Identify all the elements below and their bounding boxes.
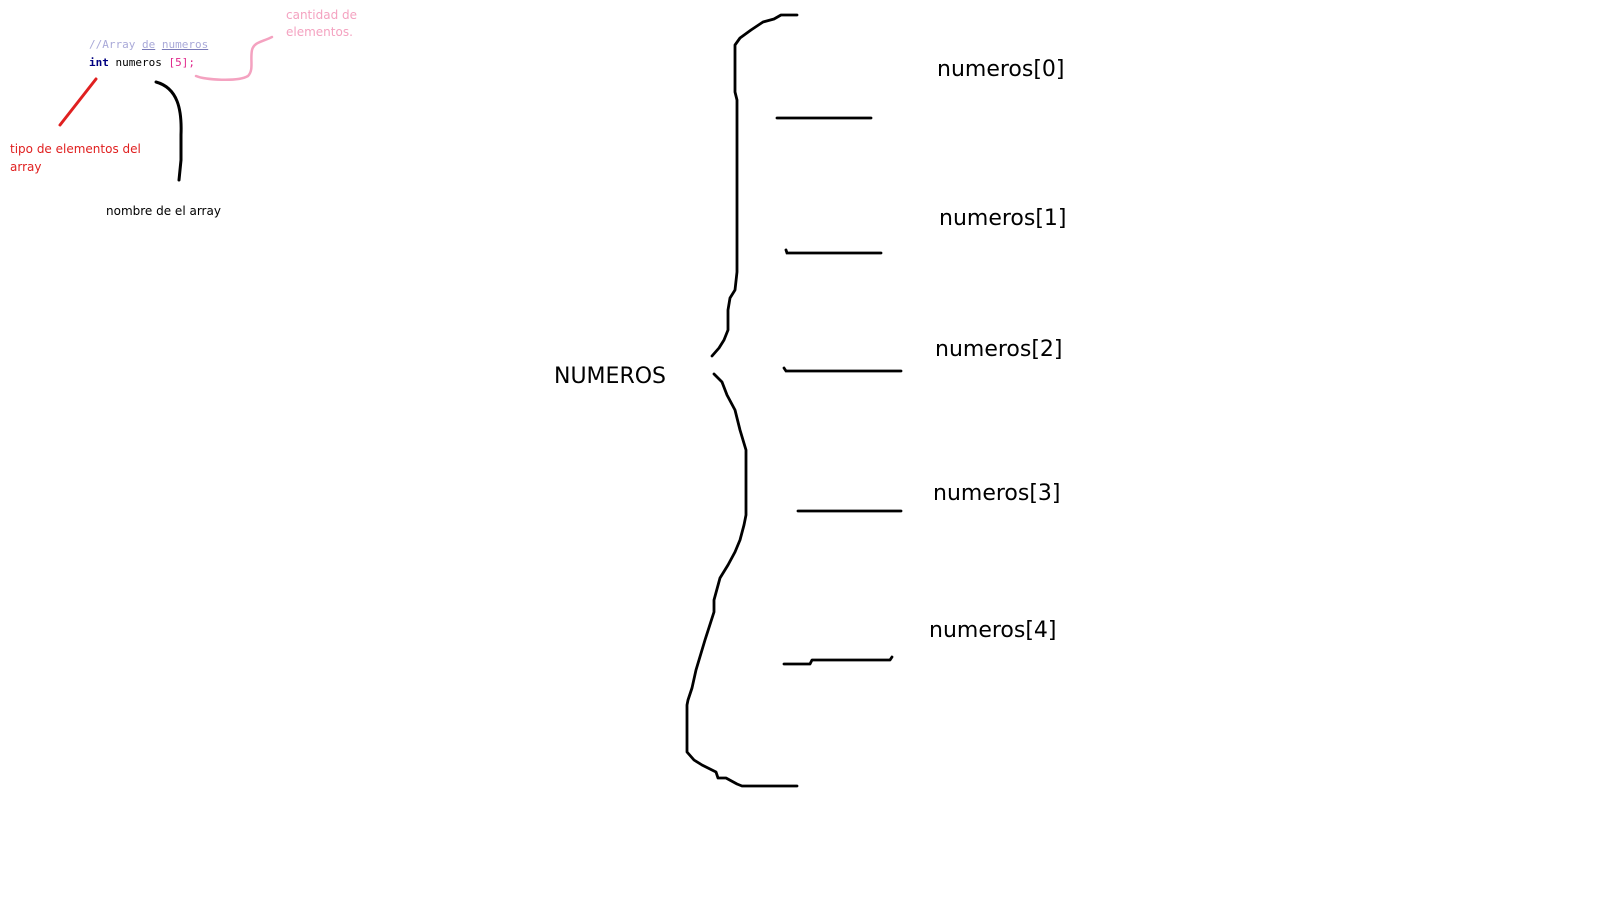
slot-line-2 (782, 366, 903, 373)
type-annotation: tipo de elementos del array (10, 142, 141, 174)
comment-space (155, 38, 162, 51)
name-annotation: nombre de el array (106, 204, 221, 218)
slot-line-4 (782, 655, 894, 666)
element-label-0: numeros[0] (937, 57, 1065, 82)
comment-word-numeros: numeros (161, 38, 209, 51)
comment-word-de: de (141, 38, 156, 51)
code-declaration: int numeros [5]; (89, 56, 195, 69)
element-label-3: numeros[3] (933, 481, 1061, 506)
code-identifier: numeros (108, 56, 169, 69)
code-terminator: ; (188, 56, 195, 69)
array-brace-lower (685, 372, 799, 788)
size-pointer-line (194, 35, 274, 81)
element-label-2: numeros[2] (935, 337, 1063, 362)
array-brace-upper (710, 13, 799, 358)
code-comment: //Array de numeros (89, 38, 208, 51)
code-keyword: int (89, 56, 109, 69)
size-annotation: cantidad de elementos. (286, 8, 357, 39)
element-label-1: numeros[1] (939, 206, 1067, 231)
code-size: [5] (168, 56, 189, 69)
comment-prefix: //Array (89, 38, 142, 51)
array-label: NUMEROS (554, 364, 667, 389)
type-pointer-line (58, 77, 98, 127)
name-pointer-line (154, 80, 183, 182)
slot-line-1 (784, 248, 883, 255)
element-label-4: numeros[4] (929, 618, 1057, 643)
